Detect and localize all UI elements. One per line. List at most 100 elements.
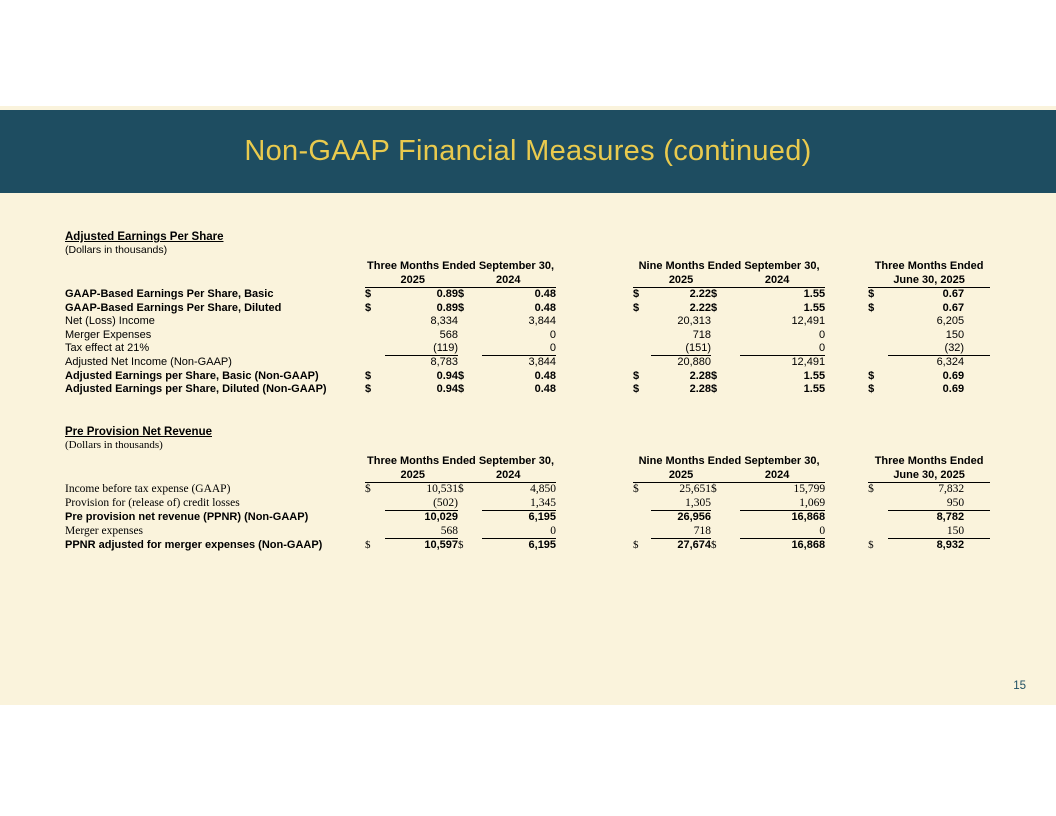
table-subtitle: (Dollars in thousands)	[65, 244, 168, 256]
dollar-sign	[711, 342, 740, 356]
column-gap	[556, 315, 633, 328]
year-header: 2025 2024	[633, 273, 826, 288]
value-cell: 0.69	[942, 369, 965, 382]
dollar-sign: $	[458, 538, 464, 551]
dollar-sign: $	[868, 288, 875, 301]
table-row: Provision for (release of) credit losses…	[65, 496, 991, 511]
dollar-sign: $	[633, 369, 640, 382]
dollar-sign: $	[711, 369, 718, 382]
dollar-sign	[633, 328, 651, 341]
column-gap	[825, 355, 868, 369]
value-cell: (119)	[385, 341, 458, 356]
column-gap	[556, 342, 633, 356]
column-gap	[556, 259, 633, 273]
value-cell: 1,345	[482, 496, 557, 511]
dollar-sign	[868, 342, 888, 356]
value-cell: 0	[482, 341, 557, 356]
column-gap	[556, 383, 633, 396]
year-label: 2024	[764, 469, 790, 481]
row-label: Pre provision net revenue (PPNR) (Non-GA…	[65, 511, 309, 524]
value-cell: 6,324	[936, 356, 965, 369]
dollar-sign	[868, 328, 888, 341]
value-cell: 6,195	[528, 511, 557, 524]
header-spacer	[65, 259, 365, 273]
column-gap	[825, 288, 868, 302]
table-subtitle: (Dollars in thousands)	[65, 439, 163, 451]
value-cell: 8,334	[430, 315, 458, 328]
adjusted-eps-section: Adjusted Earnings Per Share (Dollars in …	[65, 230, 991, 396]
year-header: 2025 2024	[365, 273, 557, 288]
dollar-sign	[365, 496, 385, 510]
dollar-sign: $	[365, 538, 371, 551]
header-spacer	[65, 273, 365, 288]
dollar-sign	[365, 524, 385, 538]
value-cell: 568	[385, 524, 458, 539]
value-cell: 3,844	[528, 356, 557, 369]
dollar-sign	[458, 328, 482, 341]
dollar-sign: $	[365, 383, 372, 396]
table-row: Pre provision net revenue (PPNR) (Non-GA…	[65, 510, 990, 524]
column-gap	[556, 273, 633, 288]
dollar-sign: $	[868, 369, 875, 382]
value-cell: 1.55	[803, 288, 826, 301]
dollar-sign	[711, 355, 740, 369]
dollar-sign	[633, 510, 651, 524]
column-gap	[556, 538, 633, 552]
value-cell: 0	[549, 328, 557, 341]
dollar-sign	[711, 510, 740, 524]
dollar-sign: $	[365, 301, 372, 314]
value-cell: 6,205	[936, 315, 965, 328]
year-label: 2024	[496, 274, 521, 286]
value-cell: 6,195	[528, 538, 557, 551]
column-gap	[556, 510, 633, 524]
value-cell: 4,850	[530, 483, 557, 496]
year-label: 2025	[668, 274, 694, 286]
col-group-title: Three Months Ended	[874, 260, 984, 272]
dollar-sign	[868, 496, 888, 510]
year-label: 2025	[668, 469, 694, 481]
column-gap	[825, 301, 868, 314]
row-label: GAAP-Based Earnings Per Share, Diluted	[65, 301, 282, 314]
table-row: Merger expenses 568 0 718 0 150	[65, 524, 991, 539]
col-group-title: Nine Months Ended September 30,	[638, 260, 820, 272]
dollar-sign	[633, 342, 651, 356]
row-label: PPNR adjusted for merger expenses (Non-G…	[65, 538, 323, 551]
dollar-sign	[633, 524, 651, 538]
value-cell: 16,868	[791, 511, 826, 524]
value-cell: 12,491	[791, 356, 826, 369]
dollar-sign: $	[365, 288, 372, 301]
value-cell: (32)	[888, 341, 991, 356]
value-cell: 1.55	[803, 301, 826, 314]
value-cell: 10,029	[424, 511, 458, 524]
value-cell: 718	[651, 524, 712, 539]
table-row: GAAP-Based Earnings Per Share, Basic $0.8…	[65, 288, 990, 302]
row-label: Provision for (release of) credit losses	[65, 497, 240, 510]
table-row: Adjusted Earnings per Share, Diluted (No…	[65, 383, 990, 396]
adjusted-eps-table: Three Months Ended September 30, Nine Mon…	[65, 259, 991, 396]
dollar-sign: $	[633, 301, 640, 314]
row-label: Net (Loss) Income	[65, 315, 155, 328]
value-cell: 0	[740, 341, 826, 356]
dollar-sign	[458, 524, 482, 538]
year-label: 2024	[764, 274, 790, 286]
dollar-sign: $	[711, 483, 717, 496]
column-gap	[825, 342, 868, 356]
dollar-sign	[868, 315, 888, 328]
value-cell: 0.48	[534, 301, 557, 314]
year-label: 2025	[400, 469, 425, 481]
value-cell: 150	[888, 524, 991, 539]
col-group-title: Three Months Ended September 30,	[367, 260, 555, 272]
value-cell: 7,832	[938, 483, 965, 496]
value-cell: 0.94	[436, 383, 458, 396]
value-cell: 150	[945, 328, 965, 341]
col-group-title: Three Months Ended	[874, 455, 984, 467]
value-cell: 718	[692, 328, 712, 341]
dollar-sign	[633, 315, 651, 328]
dollar-sign: $	[868, 301, 875, 314]
dollar-sign	[365, 342, 385, 356]
col-group-title: Three Months Ended September 30,	[367, 455, 555, 467]
value-cell: 8,932	[936, 538, 965, 551]
dollar-sign	[633, 355, 651, 369]
year-label: 2024	[496, 469, 521, 481]
